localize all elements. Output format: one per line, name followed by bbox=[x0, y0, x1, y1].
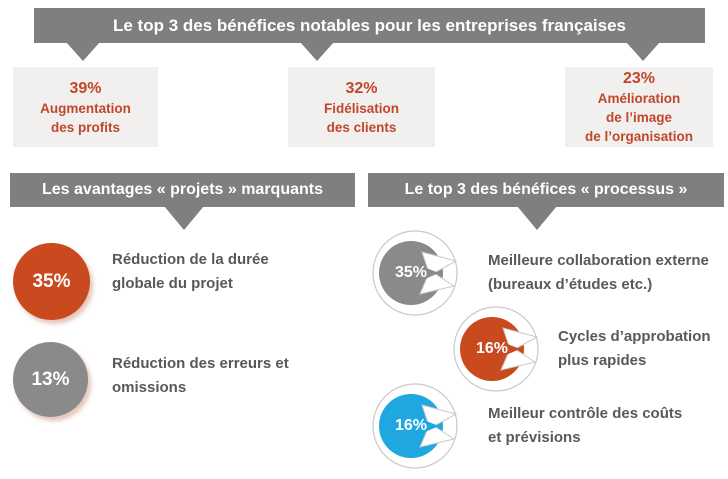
projects-item-label-1: Réduction de la durée globale du projet bbox=[112, 251, 269, 292]
process-item-label-2: Cycles d’approbation plus rapides bbox=[558, 328, 711, 369]
pointer-down-icon bbox=[517, 206, 557, 230]
stat-circle-percent: 13% bbox=[31, 368, 70, 390]
stat-circle-projects-2: 13% bbox=[13, 342, 88, 417]
pointer-down-icon bbox=[626, 42, 660, 61]
top-benefit-box-3: 23% Amélioration de l’image de l’organis… bbox=[565, 67, 713, 147]
top-banner: Le top 3 des bénéfices notables pour les… bbox=[34, 8, 705, 43]
stat-bubble-process-2: 16% bbox=[453, 306, 539, 392]
benefit-percent: 23% bbox=[622, 70, 656, 87]
stat-circle-projects-1: 35% bbox=[13, 243, 90, 320]
stat-bubble-percent: 35% bbox=[394, 264, 428, 281]
projects-section-title: Les avantages « projets » marquants bbox=[42, 181, 323, 198]
process-item-label-3: Meilleur contrôle des coûts et prévision… bbox=[488, 405, 683, 446]
projects-item-label-2: Réduction des erreurs et omissions bbox=[112, 355, 289, 396]
process-item-label-1: Meilleure collaboration externe (bureaux… bbox=[488, 252, 709, 293]
pointer-down-icon bbox=[66, 42, 100, 61]
speech-bubble-icon bbox=[453, 306, 539, 392]
stat-bubble-percent: 16% bbox=[394, 417, 428, 434]
benefit-label: Fidélisation des clients bbox=[323, 100, 399, 135]
benefit-label: Augmentation des profits bbox=[40, 100, 131, 135]
process-section-banner: Le top 3 des bénéfices « processus » bbox=[368, 173, 724, 207]
top-benefit-box-1: 39% Augmentation des profits bbox=[13, 67, 158, 147]
stat-bubble-percent: 16% bbox=[475, 340, 509, 357]
speech-bubble-icon bbox=[372, 230, 458, 316]
benefit-percent: 39% bbox=[69, 79, 102, 97]
pointer-down-icon bbox=[300, 42, 334, 61]
speech-bubble-icon bbox=[372, 383, 458, 469]
stat-bubble-process-1: 35% bbox=[372, 230, 458, 316]
stat-circle-percent: 35% bbox=[32, 270, 71, 292]
pointer-down-icon bbox=[164, 206, 204, 230]
top-benefit-box-2: 32% Fidélisation des clients bbox=[288, 67, 435, 147]
projects-section-banner: Les avantages « projets » marquants bbox=[10, 173, 355, 207]
benefit-label: Amélioration de l’image de l’organisatio… bbox=[584, 91, 693, 144]
process-section-title: Le top 3 des bénéfices « processus » bbox=[404, 181, 688, 198]
top-banner-title: Le top 3 des bénéfices notables pour les… bbox=[112, 15, 627, 35]
stat-bubble-process-3: 16% bbox=[372, 383, 458, 469]
benefit-percent: 32% bbox=[345, 79, 378, 97]
